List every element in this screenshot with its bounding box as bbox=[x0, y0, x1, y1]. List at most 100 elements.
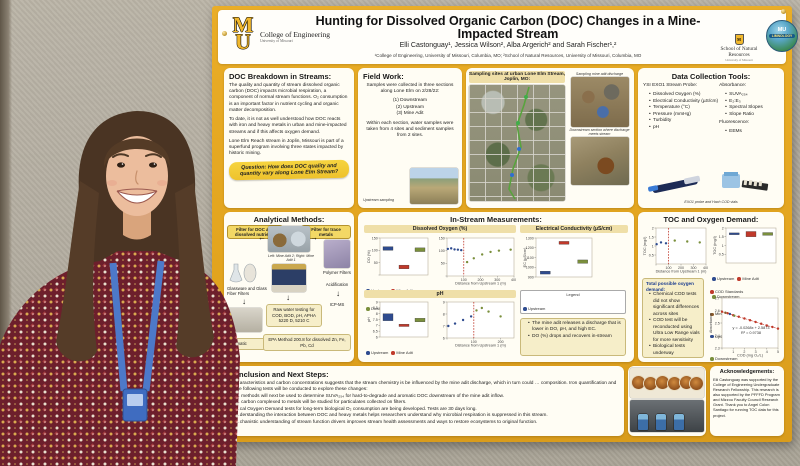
field-work-intro: Samples were collected in three sections… bbox=[366, 83, 454, 95]
sampling-sites-title: Sampling sites at urban Lone Elm Stream,… bbox=[469, 71, 565, 83]
legend-item: Downstream bbox=[712, 294, 739, 299]
legend-item: COD Standards bbox=[710, 289, 743, 295]
svg-text:2: 2 bbox=[722, 226, 724, 230]
svg-text:400: 400 bbox=[703, 266, 708, 270]
poster-title: Hunting for Dissolved Organic Carbon (DO… bbox=[315, 14, 701, 42]
arrow-down-center-icon: ↓ bbox=[286, 293, 290, 302]
svg-text:200: 200 bbox=[498, 340, 504, 344]
in-stream-notes: The mine adit releases a discharge that … bbox=[520, 318, 626, 356]
svg-text:2.7: 2.7 bbox=[715, 296, 720, 300]
svg-text:8: 8 bbox=[376, 312, 378, 316]
svg-text:200: 200 bbox=[678, 266, 684, 270]
svg-text:6: 6 bbox=[376, 335, 378, 339]
svg-text:100: 100 bbox=[372, 249, 378, 253]
svg-text:1: 1 bbox=[652, 244, 654, 248]
svg-text:DO (%): DO (%) bbox=[367, 249, 371, 262]
mu-limnology-logo: MU LIMNOLOGY bbox=[766, 20, 798, 52]
svg-text:1.5: 1.5 bbox=[649, 235, 654, 239]
fluorescence-heading: Fluorescence: bbox=[719, 120, 750, 126]
svg-text:6: 6 bbox=[443, 336, 445, 340]
svg-text:Distance from Upstream 1 (m): Distance from Upstream 1 (m) bbox=[656, 270, 708, 274]
svg-text:2: 2 bbox=[743, 350, 745, 354]
svg-text:150: 150 bbox=[372, 236, 378, 240]
svg-text:6.5: 6.5 bbox=[373, 330, 378, 334]
school-of-natural-resources-logo: M School of Natural Resources University… bbox=[710, 28, 768, 62]
icpms-label: ICP-MS bbox=[329, 302, 345, 307]
glassware-label: Glassware and Glass Fiber Filters bbox=[227, 286, 267, 297]
toc-box-legend: Upstream Mine Adit Downstream bbox=[712, 267, 782, 303]
section-doc-breakdown: DOC Breakdown in Streams: The quality an… bbox=[224, 68, 354, 208]
snr-name: School of Natural Resources bbox=[720, 46, 758, 58]
list-item: Turbidity bbox=[649, 118, 719, 125]
svg-text:2.6: 2.6 bbox=[715, 309, 720, 313]
list-item: Electrical Conductivity (µS/cm) bbox=[649, 99, 719, 106]
section-data-tools: Data Collection Tools: YSI EXO1 Stream P… bbox=[638, 68, 784, 208]
svg-text:1200: 1200 bbox=[526, 246, 534, 250]
doc-breakdown-title: DOC Breakdown in Streams: bbox=[229, 72, 332, 81]
svg-text:100: 100 bbox=[461, 278, 467, 282]
legend-box: Legend UpstreamDownstreamMine Adit Disch… bbox=[520, 290, 626, 347]
ec-box-chart: 900 1000 1100 1200 1300 EC (µS/cm) bbox=[522, 236, 594, 280]
list-item: pH bbox=[649, 125, 719, 132]
list-item: Dissolved Oxygen (%) bbox=[649, 92, 719, 99]
list-item: …chanistic understanding of stream funct… bbox=[231, 420, 619, 427]
list-item: COD test will be reconducted using Ultra… bbox=[649, 318, 700, 344]
svg-text:8.5: 8.5 bbox=[373, 306, 378, 310]
nose bbox=[135, 170, 139, 185]
field-work-title: Field Work: bbox=[363, 72, 404, 81]
list-item: E₂:E₃ bbox=[725, 99, 779, 106]
svg-text:100: 100 bbox=[471, 340, 477, 344]
svg-text:1100: 1100 bbox=[526, 256, 534, 260]
arrow-down-right-icon: ↓ bbox=[336, 289, 340, 298]
legend-item: Mine Adit bbox=[737, 276, 759, 281]
field-work-note: Within each section, water samples were … bbox=[366, 120, 454, 139]
hair-front-right bbox=[175, 183, 214, 358]
svg-text:150: 150 bbox=[439, 236, 445, 240]
polymer-label: Polymer Filters bbox=[323, 270, 351, 275]
left-eyebrow bbox=[112, 153, 129, 158]
svg-text:Distance from Upstream 1 (m): Distance from Upstream 1 (m) bbox=[455, 344, 507, 348]
svg-text:2.3: 2.3 bbox=[715, 346, 720, 350]
cod-instrument-photo bbox=[272, 264, 306, 292]
svg-text:Distance from Upstream 1 (m): Distance from Upstream 1 (m) bbox=[455, 282, 507, 286]
lanyard-left-strap bbox=[109, 262, 128, 392]
limno-mu: MU bbox=[777, 27, 787, 33]
upstream-sampling-photo bbox=[410, 168, 458, 204]
svg-text:4: 4 bbox=[766, 350, 768, 354]
svg-text:50: 50 bbox=[441, 262, 445, 266]
doc-paragraph-1: The quality and quantity of stream disso… bbox=[229, 83, 348, 113]
section-analytical-methods: Analytical Methods: Filter for DOC and d… bbox=[224, 212, 354, 362]
legend-item: Upstream bbox=[712, 276, 734, 281]
acknowledgements-text: Elli Castonguay was supported by the Col… bbox=[713, 377, 780, 418]
list-item: Chemical COD tests did not show signific… bbox=[649, 292, 700, 318]
raw-water-box: Raw water testing for COD, BOD, pH, APHA… bbox=[266, 304, 322, 327]
tools-photos bbox=[644, 170, 778, 196]
svg-text:900: 900 bbox=[528, 275, 534, 279]
conclusion-lines: …aracteristics and carbon concentrations… bbox=[229, 381, 619, 427]
svg-text:100: 100 bbox=[666, 266, 672, 270]
list-item: Biological tests underway bbox=[649, 344, 700, 357]
svg-text:EC (µS/cm): EC (µS/cm) bbox=[523, 247, 527, 267]
svg-text:pH: pH bbox=[367, 317, 371, 322]
do-box-chart: 50 100 150 DO (%) bbox=[366, 236, 430, 278]
field-photo-caption: Upstream sampling bbox=[363, 197, 394, 202]
college-of-engineering-logo: College of Engineering University of Mis… bbox=[260, 30, 340, 43]
cod-line-chart: 2.3 2.4 2.5 2.6 2.7 1 2 3 4 5 Absorbance COD (mg O₂… bbox=[708, 296, 780, 358]
toc-title: TOC and Oxygen Demand: bbox=[663, 215, 759, 224]
svg-text:8: 8 bbox=[443, 312, 445, 316]
legend-item: Downstream bbox=[710, 356, 737, 362]
svg-text:300: 300 bbox=[691, 266, 697, 270]
svg-text:Absorbance: Absorbance bbox=[709, 313, 713, 333]
svg-text:R² = 0.9738: R² = 0.9738 bbox=[741, 331, 761, 335]
acidification-label: Acidification bbox=[325, 282, 349, 287]
adit-photo-caption: Sampling mine adit discharge bbox=[575, 72, 624, 76]
limno-name: LIMNOLOGY bbox=[769, 34, 795, 38]
downstream-photo bbox=[570, 137, 629, 186]
svg-text:1: 1 bbox=[722, 244, 724, 248]
doc-paragraph-3: Lone Elm Reach stream in Joplin, Missour… bbox=[229, 138, 344, 157]
svg-text:2.5: 2.5 bbox=[715, 321, 720, 325]
epa-method-box: EPA Method 200.8 for dissolved Zn, Fe, P… bbox=[263, 334, 351, 351]
list-item: Slope Ratio bbox=[725, 112, 779, 119]
in-stream-title: In-Stream Measurements: bbox=[450, 215, 542, 224]
